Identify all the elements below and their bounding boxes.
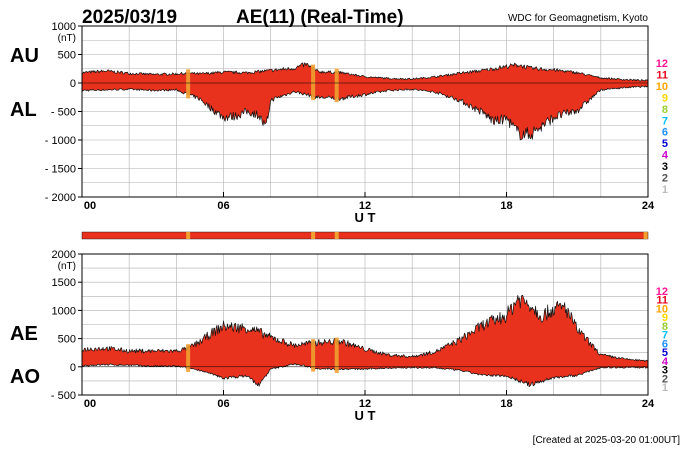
- level-label: 9: [662, 312, 668, 324]
- y-tick-label: 0: [70, 78, 76, 90]
- level-label: 1: [662, 382, 668, 394]
- y-tick-label: - 1000: [45, 135, 76, 147]
- source-label: WDC for Geomagnetism, Kyoto: [508, 13, 648, 24]
- date-label: 2025/03/19: [82, 7, 177, 28]
- created-timestamp: [Created at 2025-03-20 01:00UT]: [533, 435, 681, 446]
- series-label-ao: AO: [10, 366, 40, 388]
- status-bar-base: [81, 231, 649, 240]
- x-axis-title: U T: [355, 210, 376, 225]
- level-label: 10: [656, 81, 668, 93]
- gap-marker: [186, 344, 191, 372]
- gap-marker: [311, 64, 316, 101]
- series-label-al: AL: [10, 99, 37, 121]
- y-tick-label: 1000: [52, 21, 76, 33]
- level-label: 7: [662, 330, 668, 342]
- series-label-ae: AE: [10, 323, 38, 345]
- y-tick-label: 1500: [52, 277, 76, 289]
- status-bar-marker: [311, 232, 316, 239]
- level-label: 9: [662, 92, 668, 104]
- x-tick-label: 06: [217, 200, 229, 212]
- level-label: 5: [662, 347, 668, 359]
- y-tick-label: - 500: [51, 107, 76, 119]
- level-label: 2: [662, 173, 668, 185]
- y-tick-label: 500: [58, 50, 76, 62]
- x-tick-label: 12: [359, 398, 371, 410]
- level-label: 11: [656, 295, 668, 307]
- level-label: 6: [662, 127, 668, 139]
- y-unit-label: (nT): [58, 261, 76, 272]
- chart-title: AE(11) (Real-Time): [236, 7, 404, 28]
- gap-marker: [311, 339, 316, 372]
- level-label: 4: [662, 150, 669, 162]
- x-tick-label: 24: [642, 398, 655, 410]
- y-tick-label: 0: [70, 362, 76, 374]
- x-tick-label: 06: [217, 398, 229, 410]
- x-tick-label: 00: [84, 398, 96, 410]
- gap-marker: [334, 337, 339, 373]
- level-label: 12: [656, 286, 668, 298]
- y-tick-label: - 2000: [45, 192, 76, 204]
- y-unit-label: (nT): [58, 33, 76, 44]
- y-tick-label: - 500: [51, 390, 76, 402]
- level-label: 8: [662, 104, 668, 116]
- panel-au-al: 1000 500 0 - 500 - 1000 - 1500 - 2000 (nT) 00 06 1…: [10, 21, 669, 225]
- level-label: 1: [662, 184, 668, 196]
- x-tick-label: 18: [500, 200, 512, 212]
- level-label: 10: [656, 303, 668, 315]
- level-label: 5: [662, 138, 668, 150]
- level-label: 7: [662, 115, 668, 127]
- gap-marker: [334, 68, 339, 103]
- status-bar-marker: [186, 232, 191, 239]
- level-label: 4: [662, 356, 669, 368]
- station-status-bar: [81, 231, 649, 240]
- level-label: 12: [656, 58, 668, 70]
- level-label: 3: [662, 161, 668, 173]
- x-axis-title: U T: [355, 408, 376, 423]
- status-bar-marker: [334, 232, 339, 239]
- x-tick-label: 24: [642, 200, 655, 212]
- y-tick-label: - 1500: [45, 164, 76, 176]
- gap-marker: [186, 69, 191, 99]
- level-label: 2: [662, 373, 668, 385]
- y-tick-label: 500: [58, 334, 76, 346]
- status-bar-marker: [643, 232, 648, 239]
- series-label-au: AU: [10, 45, 39, 67]
- level-label: 3: [662, 365, 668, 377]
- level-label: 11: [656, 69, 668, 81]
- x-tick-label: 12: [359, 200, 371, 212]
- level-label: 6: [662, 338, 668, 350]
- level-label: 8: [662, 321, 668, 333]
- x-tick-label: 00: [84, 200, 96, 212]
- y-tick-label: 2000: [52, 249, 76, 261]
- y-tick-label: 1000: [52, 305, 76, 317]
- x-tick-label: 18: [500, 398, 512, 410]
